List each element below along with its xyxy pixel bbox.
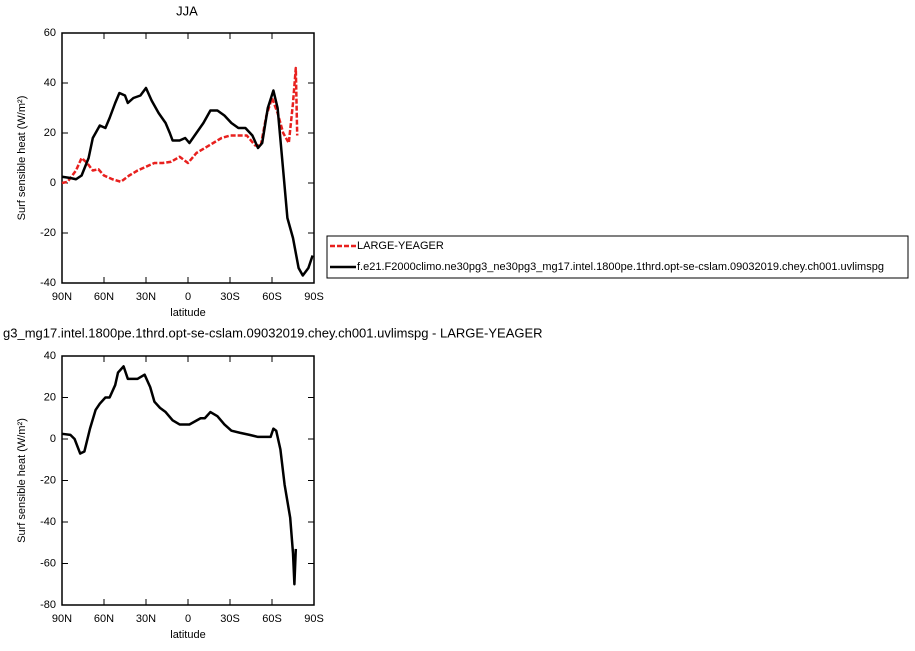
x-tick-label: 0 [185, 613, 191, 625]
plot-frame [61, 32, 315, 284]
x-tick-label: 90S [304, 613, 324, 625]
y-tick-label: 0 [50, 433, 56, 445]
plot-frame [61, 355, 315, 606]
x-tick-label: 60S [262, 291, 282, 303]
y-tick-label: -40 [40, 516, 56, 528]
legend-label: f.e21.F2000climo.ne30pg3_ne30pg3_mg17.in… [357, 261, 884, 273]
chart-title: JJA [176, 3, 198, 18]
y-tick-label: -60 [40, 557, 56, 569]
data-line [61, 66, 299, 185]
x-tick-label: 0 [185, 291, 191, 303]
x-tick-label: 90N [52, 613, 72, 625]
x-tick-label: 30S [220, 291, 240, 303]
legend-label: LARGE-YEAGER [357, 240, 444, 252]
x-tick-label: 60S [262, 613, 282, 625]
y-tick-label: 60 [44, 27, 56, 39]
x-tick-label: 60N [94, 613, 114, 625]
x-tick-label: 30N [136, 291, 156, 303]
legend-box [326, 235, 909, 279]
x-tick-label: 90S [304, 291, 324, 303]
y-axis-label: Surf sensible heat (W/m²) [16, 96, 28, 221]
data-line [61, 86, 314, 277]
y-tick-label: 0 [50, 177, 56, 189]
y-tick-label: -20 [40, 227, 56, 239]
x-axis-label: latitude [170, 307, 205, 319]
x-tick-label: 90N [52, 291, 72, 303]
y-tick-label: -40 [40, 277, 56, 289]
y-tick-label: -80 [40, 599, 56, 611]
chart-title: g3_mg17.intel.1800pe.1thrd.opt-se-cslam.… [3, 325, 543, 340]
y-tick-label: -20 [40, 474, 56, 486]
x-tick-label: 30N [136, 613, 156, 625]
y-tick-label: 20 [44, 391, 56, 403]
x-axis-label: latitude [170, 629, 205, 641]
x-tick-label: 60N [94, 291, 114, 303]
y-tick-label: 40 [44, 350, 56, 362]
y-tick-label: 40 [44, 77, 56, 89]
y-tick-label: 20 [44, 127, 56, 139]
y-axis-label: Surf sensible heat (W/m²) [16, 418, 28, 543]
x-tick-label: 30S [220, 613, 240, 625]
data-line [61, 365, 298, 586]
